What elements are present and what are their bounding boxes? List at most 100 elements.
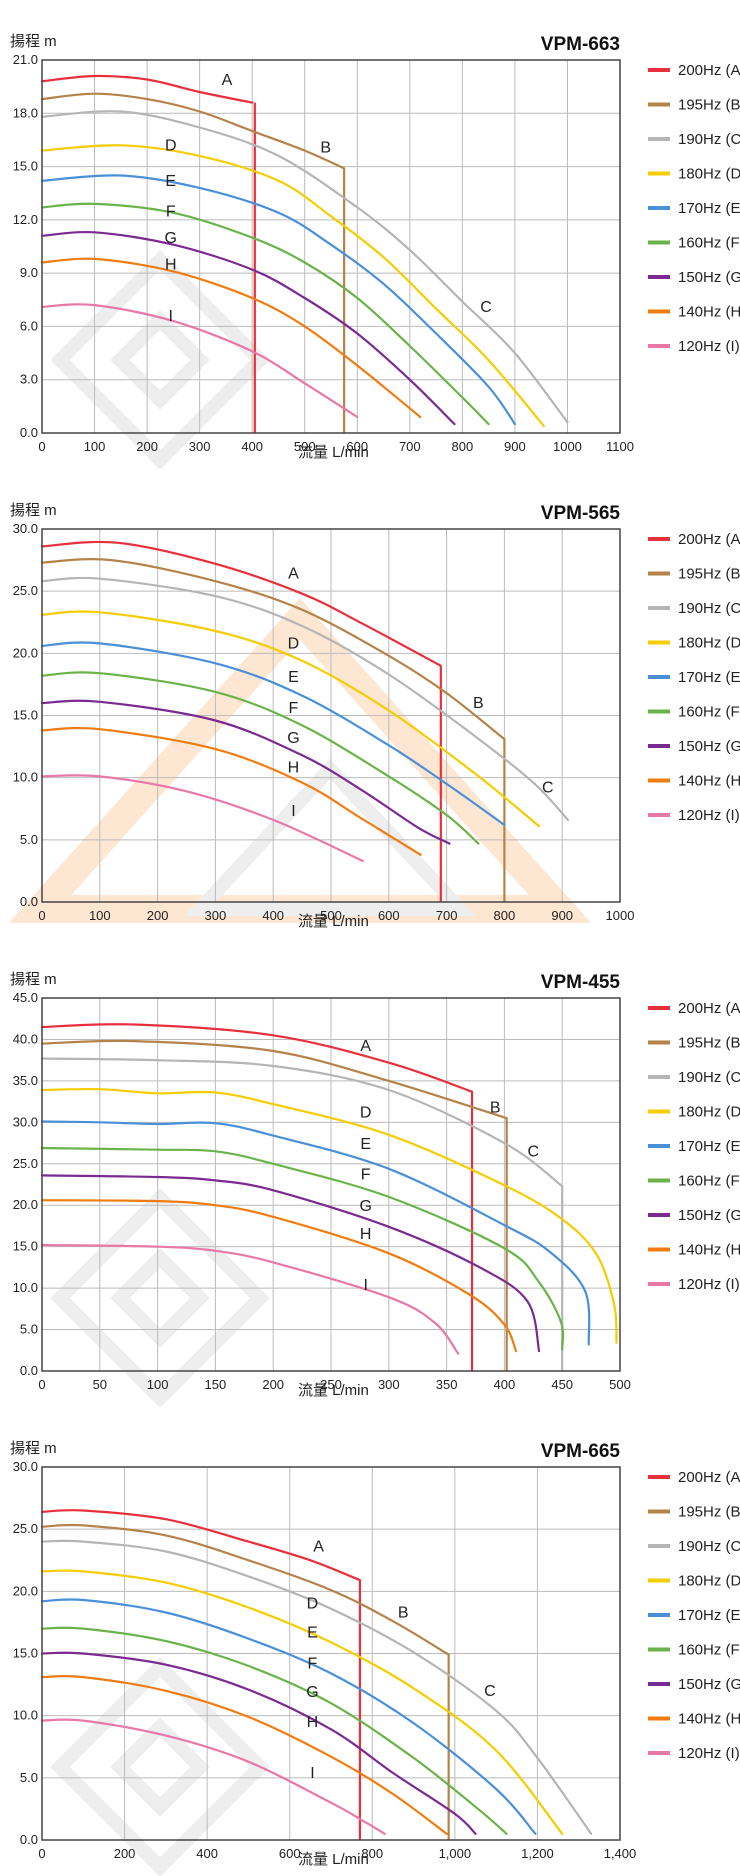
x-tick-label: 900: [504, 439, 526, 454]
grid: [42, 60, 620, 433]
curve-label-d: D: [288, 635, 300, 652]
plot-frame: [41, 1466, 621, 1841]
curve-label-a: A: [288, 566, 299, 583]
series-line-i: [40, 303, 359, 419]
x-tick-label: 500: [320, 908, 342, 923]
legend-entry-c: 190Hz (C): [678, 1538, 740, 1555]
legend-entry-g: 150Hz (G): [678, 738, 740, 755]
series-line-b: [40, 1039, 508, 1120]
series-line-a: [40, 74, 254, 104]
curve-label-d: D: [165, 138, 177, 155]
curve-label-c: C: [480, 299, 492, 316]
watermark-diamond-inner: [110, 1717, 210, 1817]
curves: [40, 540, 570, 902]
legend-entry-g: 150Hz (G): [678, 1207, 740, 1224]
y-tick-label: 3.0: [20, 372, 38, 387]
curve-label-h: H: [165, 257, 177, 274]
series-line-e: [40, 174, 516, 426]
y-tick-label: 10.0: [13, 770, 38, 785]
x-axis-label: 流量 L/min: [298, 1851, 369, 1868]
y-tick-label: 18.0: [13, 105, 38, 120]
x-tick-label: 700: [436, 908, 458, 923]
series-line-d: [40, 1569, 564, 1835]
x-tick-label: 100: [84, 439, 106, 454]
curve-label-g: G: [359, 1198, 371, 1215]
y-axis-label: 揚程 m: [10, 971, 57, 988]
chart-vpm-665: A B C D E F G H I 0 200 400 600 800 1,000 1,200 1,400 0.0…: [0, 1407, 740, 1876]
curve-label-e: E: [165, 173, 176, 190]
legend-entry-f: 160Hz (F): [678, 235, 740, 252]
x-axis-label: 流量 L/min: [298, 913, 369, 930]
series-line-d: [40, 1087, 618, 1344]
curve-label-e: E: [288, 669, 299, 686]
plot-frame: [41, 59, 621, 434]
x-tick-label: 1100: [606, 439, 634, 454]
x-tick-label: 400: [494, 1377, 516, 1392]
legend-entry-i: 120Hz (I): [678, 807, 740, 824]
x-tick-label: 300: [378, 1377, 400, 1392]
x-tick-label: 1000: [606, 908, 635, 923]
x-tick-label: 400: [241, 439, 263, 454]
x-tick-label: 500: [294, 439, 316, 454]
curve-label-i: I: [310, 1765, 314, 1782]
legend-entry-a: 200Hz (A): [678, 1469, 740, 1486]
curve-label-h: H: [288, 760, 300, 777]
legend-entry-d: 180Hz (D): [678, 166, 740, 183]
chart-vpm-565: A B C D E F G H I 0 100 200 300 400 500 600 700 800 900 100…: [0, 469, 740, 938]
series-line-g: [40, 699, 451, 845]
watermark-diamond: [50, 1657, 270, 1876]
series-line-h: [40, 1674, 448, 1835]
series-line-a: [40, 540, 442, 667]
y-tick-label: 10.0: [13, 1708, 38, 1723]
legend-entry-b: 195Hz (B): [678, 97, 740, 114]
watermark-triangle-inner: [183, 758, 477, 916]
y-tick-label: 0.0: [20, 1832, 38, 1847]
legend-entry-h: 140Hz (H): [678, 773, 740, 790]
series-line-i: [40, 1243, 460, 1355]
y-tick-label: 15.0: [13, 1646, 38, 1661]
x-tick-label: 0: [38, 1377, 45, 1392]
y-axis-label: 揚程 m: [10, 1440, 57, 1457]
series-line-d: [40, 144, 545, 427]
curve-label-f: F: [166, 203, 176, 220]
curve-label-h: H: [307, 1714, 319, 1731]
series-line-a: [40, 1509, 361, 1582]
curve-label-e: E: [307, 1624, 318, 1641]
curve-label-b: B: [473, 695, 484, 712]
legend-entry-c: 190Hz (C): [678, 131, 740, 148]
curves: [40, 74, 569, 433]
series-line-e: [40, 1598, 537, 1835]
y-tick-label: 0.0: [20, 425, 38, 440]
legend-entry-f: 160Hz (F): [678, 1642, 740, 1659]
legend-entry-a: 200Hz (A): [678, 62, 740, 79]
x-tick-label: 1,400: [604, 1846, 637, 1861]
series-line-b: [40, 92, 346, 170]
legend-entry-d: 180Hz (D): [678, 1104, 740, 1121]
grid: [42, 998, 620, 1371]
x-tick-label: 100: [89, 908, 111, 923]
curves: [40, 1023, 618, 1371]
series-line-c: [40, 1057, 564, 1188]
curves: [40, 1509, 593, 1840]
series-line-g: [40, 1174, 541, 1353]
legend-entry-e: 170Hz (E): [678, 1607, 740, 1624]
y-tick-label: 45.0: [13, 990, 38, 1005]
series-line-g: [40, 1651, 477, 1835]
curve-label-d: D: [307, 1596, 319, 1613]
x-tick-label: 250: [320, 1377, 342, 1392]
x-tick-label: 50: [93, 1377, 107, 1392]
x-tick-label: 600: [279, 1846, 301, 1861]
background-watermark: [50, 1657, 270, 1876]
legend: 200Hz (A) 195Hz (B) 190Hz (C) 180Hz (D) 170H…: [648, 1469, 740, 1762]
y-tick-label: 0.0: [20, 894, 38, 909]
x-tick-label: 200: [262, 1377, 284, 1392]
legend-entry-h: 140Hz (H): [678, 304, 740, 321]
x-tick-label: 1000: [553, 439, 582, 454]
x-axis-label: 流量 L/min: [298, 1382, 369, 1399]
y-tick-label: 5.0: [20, 832, 38, 847]
legend-entry-b: 195Hz (B): [678, 1035, 740, 1052]
x-tick-label: 450: [551, 1377, 573, 1392]
x-tick-label: 300: [189, 439, 211, 454]
